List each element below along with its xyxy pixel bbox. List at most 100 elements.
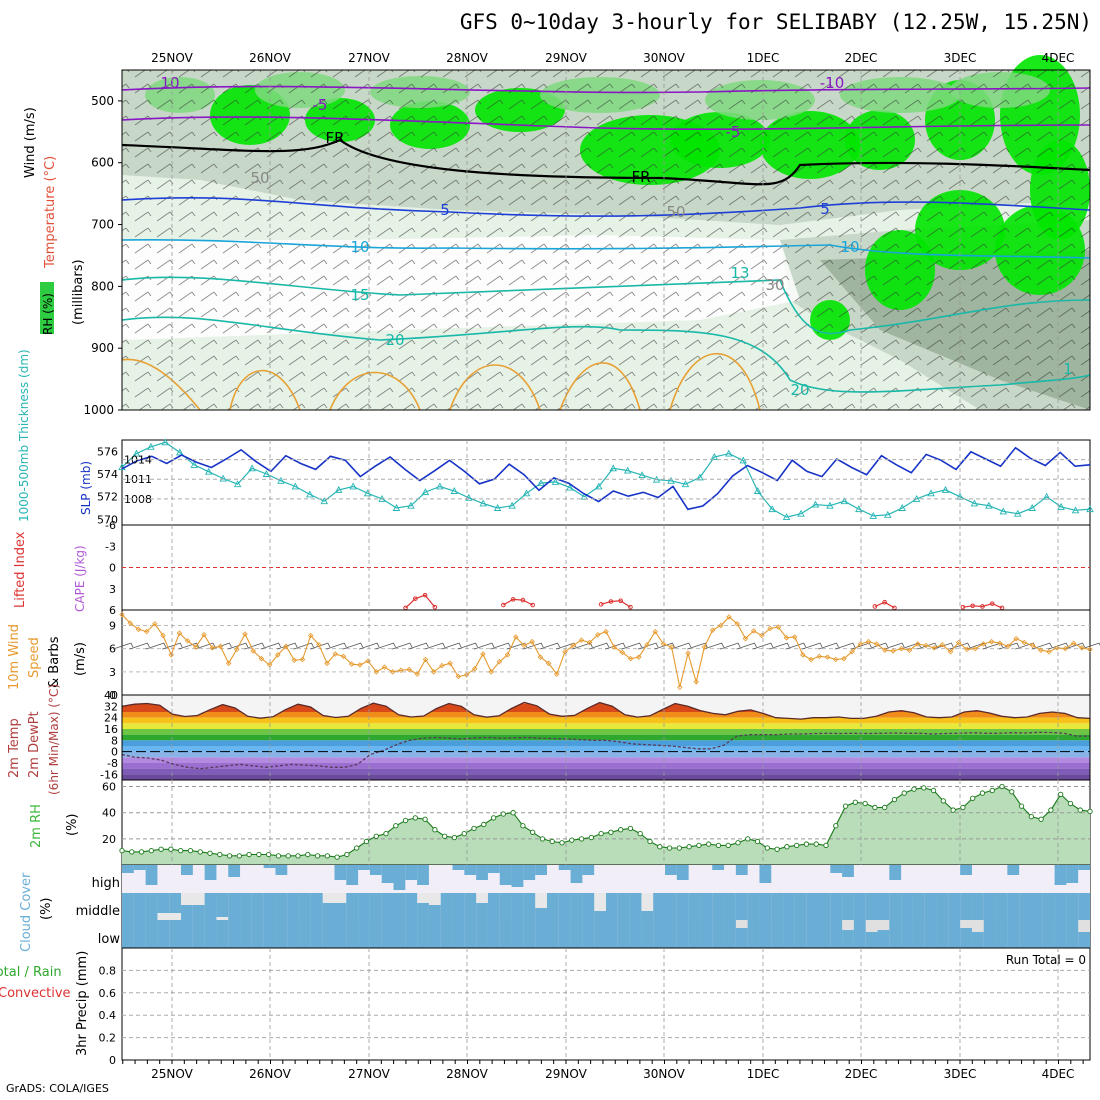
- cloud-low-bar: [688, 920, 701, 948]
- wind-speed-point: [890, 648, 896, 654]
- cloud-mid-bar: [995, 893, 1008, 920]
- wind-speed-point: [127, 620, 133, 626]
- wind-speed-point: [283, 643, 289, 650]
- rh-point: [618, 827, 624, 833]
- thickness-point: [941, 485, 950, 493]
- wind-speed-point: [882, 647, 888, 653]
- cloud-high-bar: [582, 865, 595, 875]
- cloud-high-bar: [204, 865, 217, 880]
- cloud-low-bar: [1019, 920, 1031, 948]
- rh-unit: (%): [65, 814, 80, 837]
- cloud-low-bar: [1007, 920, 1020, 948]
- slp-ylabel: SLP (mb): [79, 461, 93, 515]
- cloud-low-bar: [594, 920, 606, 948]
- wind-speed-line: [121, 614, 1091, 688]
- thickness-point: [898, 504, 906, 511]
- precip-conv-label: Convective: [0, 986, 71, 1001]
- run-total: Run Total = 0: [1006, 953, 1086, 967]
- cloud-mid-bar: [1054, 893, 1067, 920]
- wind-tick-label: 6: [109, 643, 116, 656]
- wind-speed-point: [972, 645, 978, 652]
- wind-speed-point: [923, 642, 929, 649]
- wind-speed-point: [726, 614, 732, 620]
- rh-legend-swatch: [40, 282, 54, 334]
- wind-barb: [375, 642, 396, 650]
- wind-barb: [867, 642, 889, 650]
- temp-ylabel-3: (6hr Min/Max) (°C): [47, 684, 61, 795]
- wind-speed-point: [693, 679, 700, 685]
- thickness-point: [479, 499, 487, 507]
- cloud-mid-bar: [216, 893, 229, 917]
- wind-speed-point: [996, 640, 1003, 646]
- date-label-bottom: 26NOV: [249, 1067, 291, 1081]
- cloud-low-bar: [535, 920, 547, 948]
- wind-tick-label: 3: [109, 666, 116, 679]
- li-point: [530, 602, 535, 608]
- cape-lifted-index-panel: -6 -3 0 3 6 Lifted Index CAPE (J/kg): [13, 519, 1091, 617]
- rh-point: [168, 846, 174, 852]
- contour-label: 1: [1063, 360, 1073, 378]
- cloud-mid-bar: [145, 893, 158, 920]
- contour-label: -5: [726, 123, 741, 141]
- cloud-high-bar: [133, 865, 146, 870]
- wind-barb: [227, 642, 249, 650]
- thickness-point: [1086, 505, 1094, 513]
- thickness-point: [782, 513, 791, 521]
- li-point: [510, 597, 516, 602]
- wind-barb: [1064, 642, 1085, 650]
- rh-point: [852, 799, 858, 805]
- wind-speed-point: [143, 628, 150, 635]
- thickness-ylabel: 1000-500mb Thickness (dm): [17, 349, 31, 522]
- wind-barb: [998, 642, 1020, 650]
- thickness-point: [132, 449, 141, 457]
- rh-point: [989, 787, 995, 794]
- cloud-mid-bar: [936, 893, 949, 920]
- cloud-mid-bar: [228, 893, 241, 920]
- contour-label: FR: [325, 129, 344, 147]
- cloud-mid-bar: [688, 893, 701, 920]
- cloud-high-bar: [476, 865, 488, 880]
- cloud-high-bar: [358, 865, 370, 870]
- wind-barb: [112, 642, 134, 650]
- cloud-high-bar: [405, 865, 418, 880]
- rh-point: [842, 803, 849, 809]
- wind-speed-point: [365, 658, 371, 664]
- cloud-low-bar: [960, 928, 972, 948]
- rh-point: [627, 825, 634, 832]
- cloud-low-bar: [1066, 920, 1079, 948]
- wind-barb: [457, 642, 478, 650]
- cloud-high-bar: [369, 865, 382, 875]
- rh-point: [715, 842, 722, 849]
- cloud-high-bar: [393, 865, 406, 890]
- wind-speed-point: [636, 654, 642, 660]
- thickness-point: [493, 504, 502, 511]
- li-line: [874, 601, 895, 609]
- wind-speed-point: [439, 662, 445, 669]
- wind-speed-point: [1013, 635, 1019, 642]
- cloud-low-bar: [971, 932, 984, 948]
- cloud-high-bar: [228, 865, 241, 877]
- cloud-low-bar: [665, 920, 677, 948]
- profile-frame: [121, 69, 1091, 411]
- thickness-point: [407, 501, 415, 509]
- wind-speed-point: [332, 651, 339, 657]
- wind-speed-point: [816, 653, 823, 660]
- cloud-mid-bar: [806, 893, 819, 920]
- wind-barb: [129, 642, 150, 650]
- rh-point: [490, 815, 497, 821]
- rh-point: [608, 829, 614, 835]
- wind-speed-point: [1021, 639, 1028, 646]
- thickness-tick-label: 576: [97, 445, 118, 458]
- rh-point: [950, 807, 956, 813]
- wind-speed-point: [603, 628, 609, 635]
- wind-speed-point: [783, 635, 790, 641]
- cloud-low-bar: [558, 920, 571, 948]
- rh-point: [187, 847, 194, 854]
- cloud-low-bar: [724, 920, 736, 948]
- cloud-mid-bar: [794, 893, 807, 920]
- wind-speed-point: [931, 645, 937, 651]
- wind-barb: [293, 642, 314, 650]
- temp-tick-label: 40: [104, 689, 118, 702]
- thickness-point: [739, 456, 748, 464]
- wind-barb: [933, 642, 954, 650]
